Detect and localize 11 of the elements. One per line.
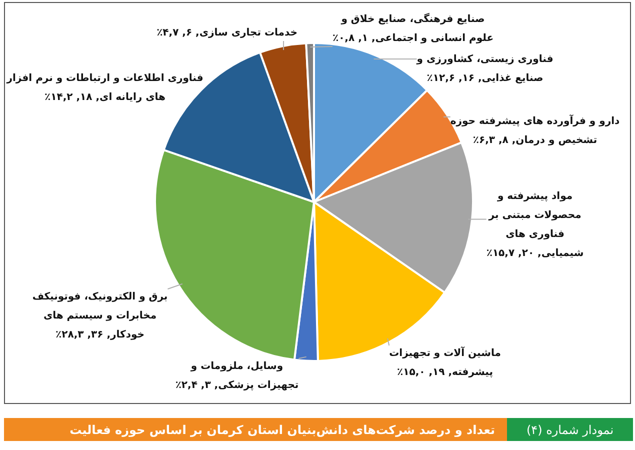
- slice-label: دارو و فرآورده های پیشرفته حوزه تشخیص و درمان, ۸, ۶,۳٪: [450, 114, 620, 146]
- slice-label: فناوری اطلاعات و ارتباطات و نرم افزار های رایانه ای, ۱۸, ۱۴,۲٪: [6, 73, 204, 104]
- slice-label: وسایل، ملزومات و تجهیزات پزشکی, ۳, ۲,۴٪: [175, 361, 299, 392]
- slice-label: صنایع فرهنگی، صنایع خلاق و علوم انسانی و اجتماعی, ۱, ۰,۸٪: [332, 12, 494, 44]
- slice-label: فناوری زیستی، کشاورزی و صنایع غذایی, ۱۶, ۱۲,۶٪: [416, 54, 554, 84]
- slice-label: برق و الکترونیک، فوتونیکف مخابرات و سیستم های خودکار, ۳۶, ۲۸,۳٪: [32, 292, 168, 341]
- slice-label: خدمات تجاری سازی, ۶, ۴,۷٪: [156, 28, 298, 39]
- slice-label: ماشین آلات و تجهیزات پیشرفته, ۱۹, ۱۵,۰٪: [389, 346, 501, 378]
- text: تعداد و درصد شرکت‌های دانش‌بنیان استان کرمان بر اساس حوزه فعالیت: [4, 418, 507, 441]
- slice-label: مواد پیشرفته و محصولات مبتنی بر فناوری های شیمیایی, ۲۰, ۱۵,۷٪: [486, 191, 584, 260]
- text: نمودار شماره (۴): [507, 418, 633, 441]
